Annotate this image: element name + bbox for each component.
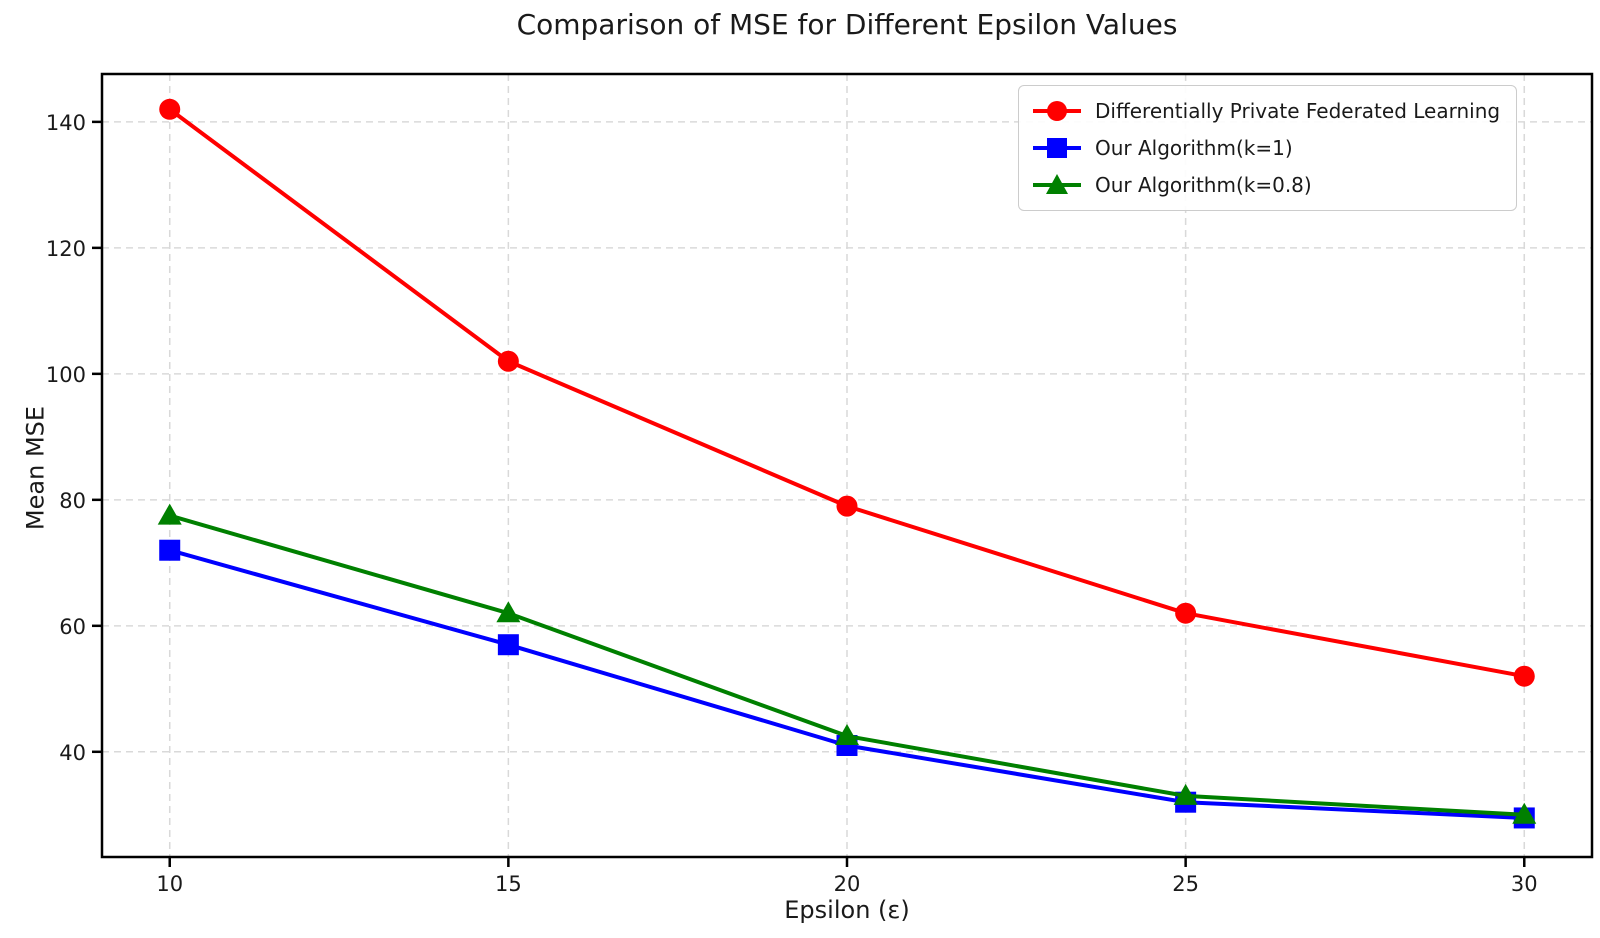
legend-circle-marker-icon bbox=[1033, 101, 1081, 121]
y-tick-label: 40 bbox=[59, 741, 86, 765]
legend-triangle-marker-icon bbox=[1033, 174, 1081, 194]
y-tick-label: 120 bbox=[46, 237, 86, 261]
data-point-triangle bbox=[496, 601, 521, 623]
x-tick-label: 10 bbox=[156, 872, 183, 896]
data-point-circle bbox=[1175, 602, 1197, 624]
x-tick-label: 25 bbox=[1172, 872, 1199, 896]
legend-item-0: Differentially Private Federated Learnin… bbox=[1031, 95, 1500, 127]
axes-border bbox=[100, 72, 1594, 859]
legend: Differentially Private Federated Learnin… bbox=[1018, 85, 1518, 211]
data-point-circle bbox=[836, 495, 858, 517]
chart-title: Comparison of MSE for Different Epsilon … bbox=[516, 8, 1178, 41]
data-point-circle bbox=[497, 350, 519, 372]
legend-label: Our Algorithm(k=0.8) bbox=[1095, 173, 1312, 197]
y-tick-label: 60 bbox=[59, 615, 86, 639]
data-point-triangle bbox=[835, 724, 859, 746]
legend-item-2: Our Algorithm(k=0.8) bbox=[1031, 169, 1500, 201]
data-point-triangle bbox=[1512, 802, 1537, 824]
legend-square-marker-icon bbox=[1033, 138, 1081, 158]
y-tick-label: 140 bbox=[46, 111, 86, 135]
x-tick-label: 15 bbox=[495, 872, 522, 896]
data-point-square bbox=[159, 539, 181, 561]
data-point-triangle bbox=[1173, 783, 1198, 805]
legend-label: Our Algorithm(k=1) bbox=[1095, 136, 1293, 160]
data-point-triangle bbox=[157, 503, 182, 525]
y-axis-label: Mean MSE bbox=[21, 405, 50, 531]
legend-label: Differentially Private Federated Learnin… bbox=[1095, 99, 1501, 123]
x-axis-label: Epsilon (ε) bbox=[784, 896, 910, 924]
data-point-circle bbox=[159, 98, 181, 120]
legend-item-1: Our Algorithm(k=1) bbox=[1031, 132, 1500, 164]
data-point-square bbox=[497, 634, 519, 656]
y-tick-label: 100 bbox=[46, 363, 86, 387]
x-tick-label: 30 bbox=[1511, 872, 1538, 896]
y-tick-label: 80 bbox=[59, 489, 86, 513]
data-point-circle bbox=[1513, 665, 1535, 687]
x-tick-label: 20 bbox=[834, 872, 861, 896]
